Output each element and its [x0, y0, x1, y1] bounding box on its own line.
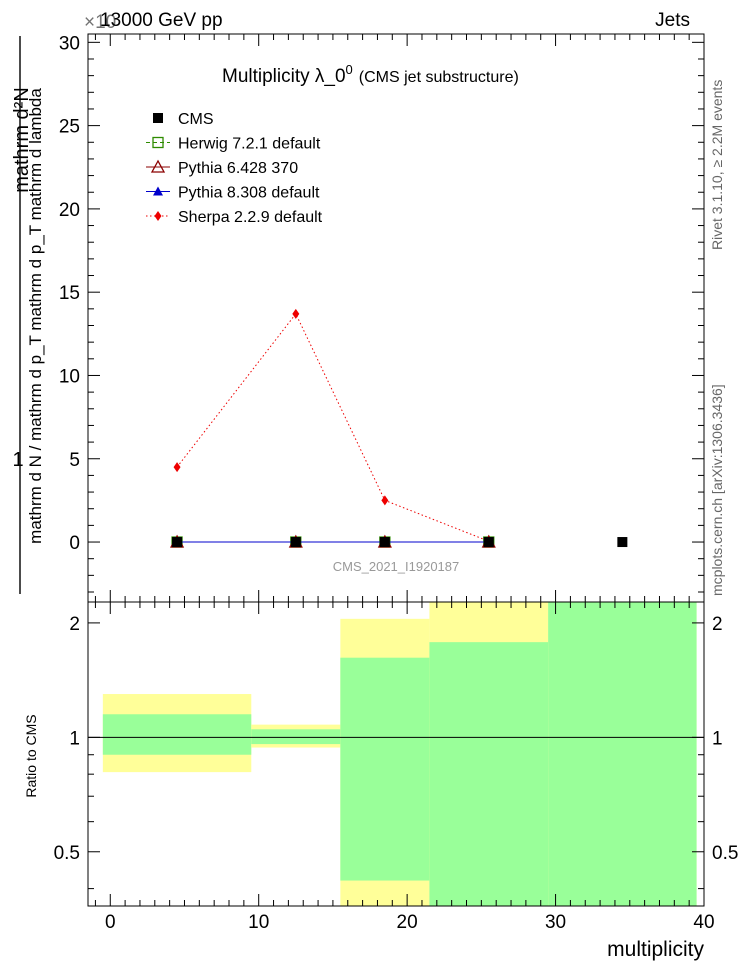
legend: CMS Herwig 7.2.1 default Pythia 6.428 370 P… [146, 111, 323, 226]
main-plot: 0 5 10 15 20 25 30 Multiplicity λ_00 (CMS jet s… [59, 33, 705, 603]
legend-label: Sherpa 2.2.9 default [178, 209, 323, 226]
process-label: Jets [655, 10, 690, 31]
data-point [483, 537, 494, 548]
legend-label: CMS [178, 111, 214, 128]
legend-marker [153, 186, 163, 196]
main-title: Multiplicity λ_00 (CMS jet substructure) [222, 62, 519, 87]
x-axis-label: multiplicity [607, 938, 704, 961]
ratio-band-green [429, 642, 549, 906]
data-point [173, 462, 181, 473]
data-point [172, 537, 183, 548]
ylabel-denominator: mathrm d N / mathrm d p_T mathrm d p_T m… [26, 88, 45, 544]
main-ylabel: 1 mathrm d²N mathrm d N / mathrm d p_T m… [11, 36, 45, 594]
ylabel-numerator: mathrm d²N [11, 87, 33, 193]
ratio-ylabel: Ratio to CMS [23, 714, 39, 797]
exponent-label: ×10 [84, 12, 116, 33]
main-ytick-label: 10 [59, 366, 80, 387]
ratio-band-green [102, 714, 252, 755]
xtick-label: 0 [105, 912, 116, 933]
legend-item: CMS [153, 111, 214, 128]
ratio-plot-frame [87, 601, 705, 907]
main-ytick-label: 30 [59, 33, 80, 54]
energy-label: 13000 GeV pp [100, 10, 223, 31]
legend-item: Sherpa 2.2.9 default [146, 209, 323, 226]
data-point [379, 537, 390, 548]
legend-label: Pythia 8.308 default [178, 185, 320, 202]
main-ytick-label: 15 [59, 283, 80, 304]
series-0 [172, 537, 628, 548]
ratio-ytick-label-right: 2 [712, 614, 723, 635]
data-point [617, 537, 628, 548]
watermark: CMS_2021_I1920187 [333, 559, 460, 574]
xtick-label: 10 [248, 912, 269, 933]
legend-marker [153, 113, 163, 123]
series-3 [172, 537, 494, 547]
ratio-ytick-label: 1 [69, 728, 80, 749]
data-point [292, 308, 300, 319]
legend-item: Pythia 6.428 370 [146, 159, 298, 177]
ylabel-one: 1 [12, 449, 23, 471]
data-point [290, 537, 301, 548]
data-point [381, 495, 389, 506]
legend-label: Pythia 6.428 370 [178, 160, 298, 177]
ratio-ytick-label: 0.5 [54, 843, 80, 864]
xtick-label: 30 [545, 912, 566, 933]
main-ytick-label: 0 [69, 533, 80, 554]
legend-marker [152, 136, 164, 149]
rivet-label: Rivet 3.1.10, ≥ 2.2M events [709, 80, 725, 250]
main-ytick-label: 20 [59, 200, 80, 221]
xtick-label: 20 [397, 912, 418, 933]
main-ytick-label: 25 [59, 117, 80, 138]
legend-marker [154, 211, 162, 221]
ratio-ytick-label: 2 [69, 614, 80, 635]
xtick-label: 40 [693, 912, 714, 933]
ratio-band-green [251, 729, 341, 745]
ratio-ytick-label-right: 1 [712, 728, 723, 749]
series-4 [173, 308, 493, 547]
legend-marker [150, 159, 166, 173]
main-ytick-label: 5 [69, 450, 80, 471]
legend-label: Herwig 7.2.1 default [178, 136, 321, 153]
legend-item: Pythia 8.308 default [146, 185, 320, 202]
ratio-band-green [548, 602, 697, 906]
legend-item: Herwig 7.2.1 default [146, 136, 321, 153]
mcplots-label: mcplots.cern.ch [arXiv:1306.3436] [709, 384, 725, 596]
series-line [176, 312, 489, 542]
ratio-band-green [340, 657, 430, 881]
ratio-plot: 0.5 0.5 1 1 2 2 0 10 20 30 40 [54, 601, 738, 933]
ratio-ytick-label-right: 0.5 [712, 843, 738, 864]
